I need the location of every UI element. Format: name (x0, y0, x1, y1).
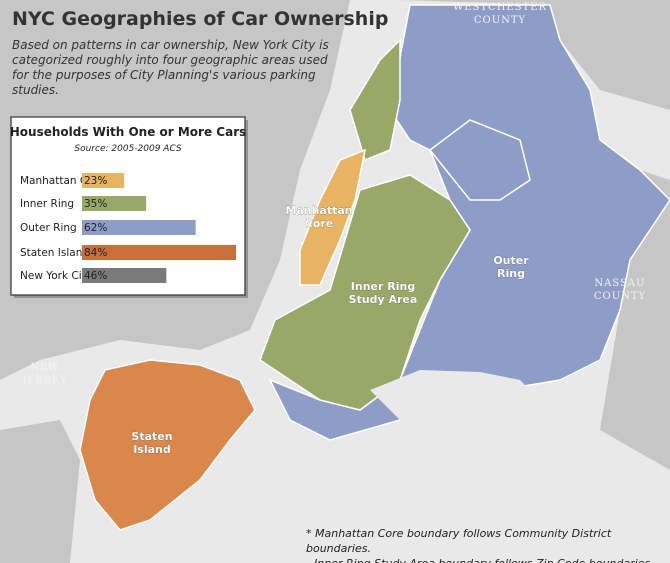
note: Inner Ring Study Area boundary follows Z… (306, 556, 670, 563)
value-label: 35% (84, 198, 107, 210)
category-label: Staten Island (20, 247, 89, 259)
map-label: NASSAU (594, 278, 645, 289)
map-label: WESTCHESTER (453, 2, 547, 13)
category-label: Inner Ring (20, 198, 74, 210)
map-label: COUNTY (594, 291, 646, 302)
land (400, 0, 670, 110)
value-label: 46% (84, 270, 107, 282)
title: NYC Geographies of Car Ownership (12, 8, 389, 30)
map-label: Inner Ring (351, 280, 415, 293)
map-label: Manhattan (285, 204, 352, 217)
bar (82, 173, 125, 188)
manhattan-core-area (299, 148, 367, 286)
chart-title: Households With One or More Cars (10, 125, 247, 139)
map-label: Study Area (349, 293, 418, 306)
notes: * Manhattan Core boundary follows Commun… (306, 526, 670, 563)
map-label: Staten (131, 430, 172, 443)
map-label: Island (133, 443, 171, 456)
map-label: NEW (30, 362, 59, 373)
map-label: Core (305, 217, 334, 230)
bar (82, 268, 167, 283)
chart-subtitle: Source: 2005-2009 ACS (74, 144, 182, 154)
land (0, 420, 80, 563)
description: Based on patterns in car ownership, New … (12, 38, 329, 97)
value-label: 23% (84, 175, 107, 187)
category-label: New York City (20, 270, 92, 282)
inner-ring-area (349, 38, 401, 162)
map-label: JERSEY (21, 375, 68, 386)
map-label: Outer (493, 254, 529, 267)
bar (82, 245, 236, 260)
outer-ring-area (428, 119, 531, 201)
bar (82, 196, 147, 211)
note: * Manhattan Core boundary follows Commun… (306, 527, 612, 555)
land (600, 170, 670, 470)
staten-island-area (79, 359, 256, 531)
map-label: Ring (497, 267, 525, 280)
bar (82, 220, 196, 235)
inner-ring-area (259, 174, 471, 411)
map-label: COUNTY (474, 15, 526, 26)
water (370, 370, 540, 425)
value-label: 62% (84, 222, 107, 234)
value-label: 84% (84, 247, 107, 259)
category-label: Outer Ring (20, 222, 77, 234)
